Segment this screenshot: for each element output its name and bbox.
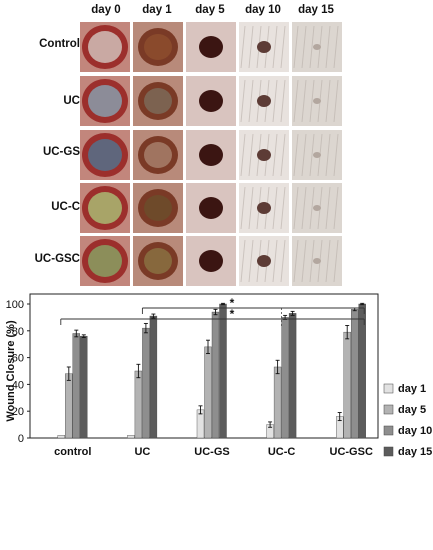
wound-photo — [239, 236, 289, 286]
wound-photo — [186, 22, 236, 72]
significance-star: * — [230, 307, 235, 321]
bar-day-10 — [281, 317, 289, 439]
x-tick-label: UC-GS — [194, 446, 229, 458]
wound-photo — [80, 76, 130, 126]
bar-day-5 — [65, 373, 73, 439]
bar-day-10 — [72, 333, 81, 439]
wound-photo — [239, 22, 289, 72]
wound-photo — [292, 76, 342, 126]
wound-photo — [186, 183, 236, 233]
bar-day-1 — [57, 435, 65, 439]
y-tick-label: 100 — [6, 299, 24, 311]
column-header-day-15: day 15 — [298, 4, 334, 16]
legend-swatch — [383, 383, 394, 394]
bar-day-5 — [204, 346, 212, 439]
bar-day-5 — [134, 370, 143, 439]
wound-photo — [239, 130, 289, 180]
column-header-day-5: day 5 — [195, 4, 225, 16]
legend-label: day 10 — [398, 425, 432, 437]
bar-day-1 — [127, 435, 135, 439]
x-tick-label: UC — [134, 446, 150, 458]
bar-day-10 — [142, 327, 150, 439]
bar-day-15 — [149, 315, 158, 439]
bar-day-15 — [219, 303, 227, 439]
row-header-uc-gsc: UC-GSC — [34, 253, 80, 265]
wound-photo — [80, 183, 130, 233]
y-tick-label: 0 — [18, 433, 24, 445]
wound-photo — [292, 183, 342, 233]
row-header-uc: UC — [63, 95, 80, 107]
wound-photo — [133, 76, 183, 126]
wound-photo — [80, 22, 130, 72]
x-tick-label: UC-C — [268, 446, 296, 458]
wound-photo — [186, 76, 236, 126]
y-axis-label: Wound Closure (%) — [5, 320, 17, 422]
bar-day-15 — [80, 335, 88, 439]
bar-day-10 — [351, 309, 359, 439]
wound-photo — [239, 183, 289, 233]
bar-day-5 — [343, 331, 351, 439]
wound-photo — [186, 130, 236, 180]
y-tick-label: 80 — [12, 326, 24, 338]
bar-day-10 — [211, 311, 220, 439]
legend-swatch — [383, 425, 394, 436]
column-header-day-0: day 0 — [91, 4, 121, 16]
significance-star: * — [230, 296, 235, 310]
legend-label: day 1 — [398, 383, 426, 395]
wound-photo — [292, 236, 342, 286]
wound-photo — [133, 183, 183, 233]
y-tick-label: 60 — [12, 353, 24, 365]
wound-photo — [292, 22, 342, 72]
bar-day-15 — [288, 313, 297, 439]
wound-photo — [133, 130, 183, 180]
x-tick-label: UC-GSC — [330, 446, 373, 458]
x-tick-label: control — [54, 446, 91, 458]
wound-photo — [80, 130, 130, 180]
wound-photo — [80, 236, 130, 286]
wound-photo — [133, 236, 183, 286]
legend-swatch — [383, 446, 394, 457]
wound-photo — [186, 236, 236, 286]
bar-day-15 — [358, 303, 366, 439]
column-header-day-10: day 10 — [245, 4, 281, 16]
legend-label: day 5 — [398, 404, 426, 416]
bar-day-5 — [273, 366, 282, 439]
legend-swatch — [383, 404, 394, 415]
row-header-uc-gs: UC-GS — [42, 146, 80, 158]
row-header-uc-c: UC-C — [51, 201, 80, 213]
column-header-day-1: day 1 — [142, 4, 172, 16]
wound-photo — [133, 22, 183, 72]
wound-closure-chart: 0 20 40 60 80 100 Wound Closure (%) control UC UC… — [5, 293, 432, 458]
row-header-control: Control — [39, 38, 80, 50]
wound-photo — [292, 130, 342, 180]
legend-label: day 15 — [398, 446, 432, 458]
y-tick-label: 40 — [12, 379, 24, 391]
wound-photo — [239, 76, 289, 126]
y-tick-label: 20 — [12, 406, 24, 418]
